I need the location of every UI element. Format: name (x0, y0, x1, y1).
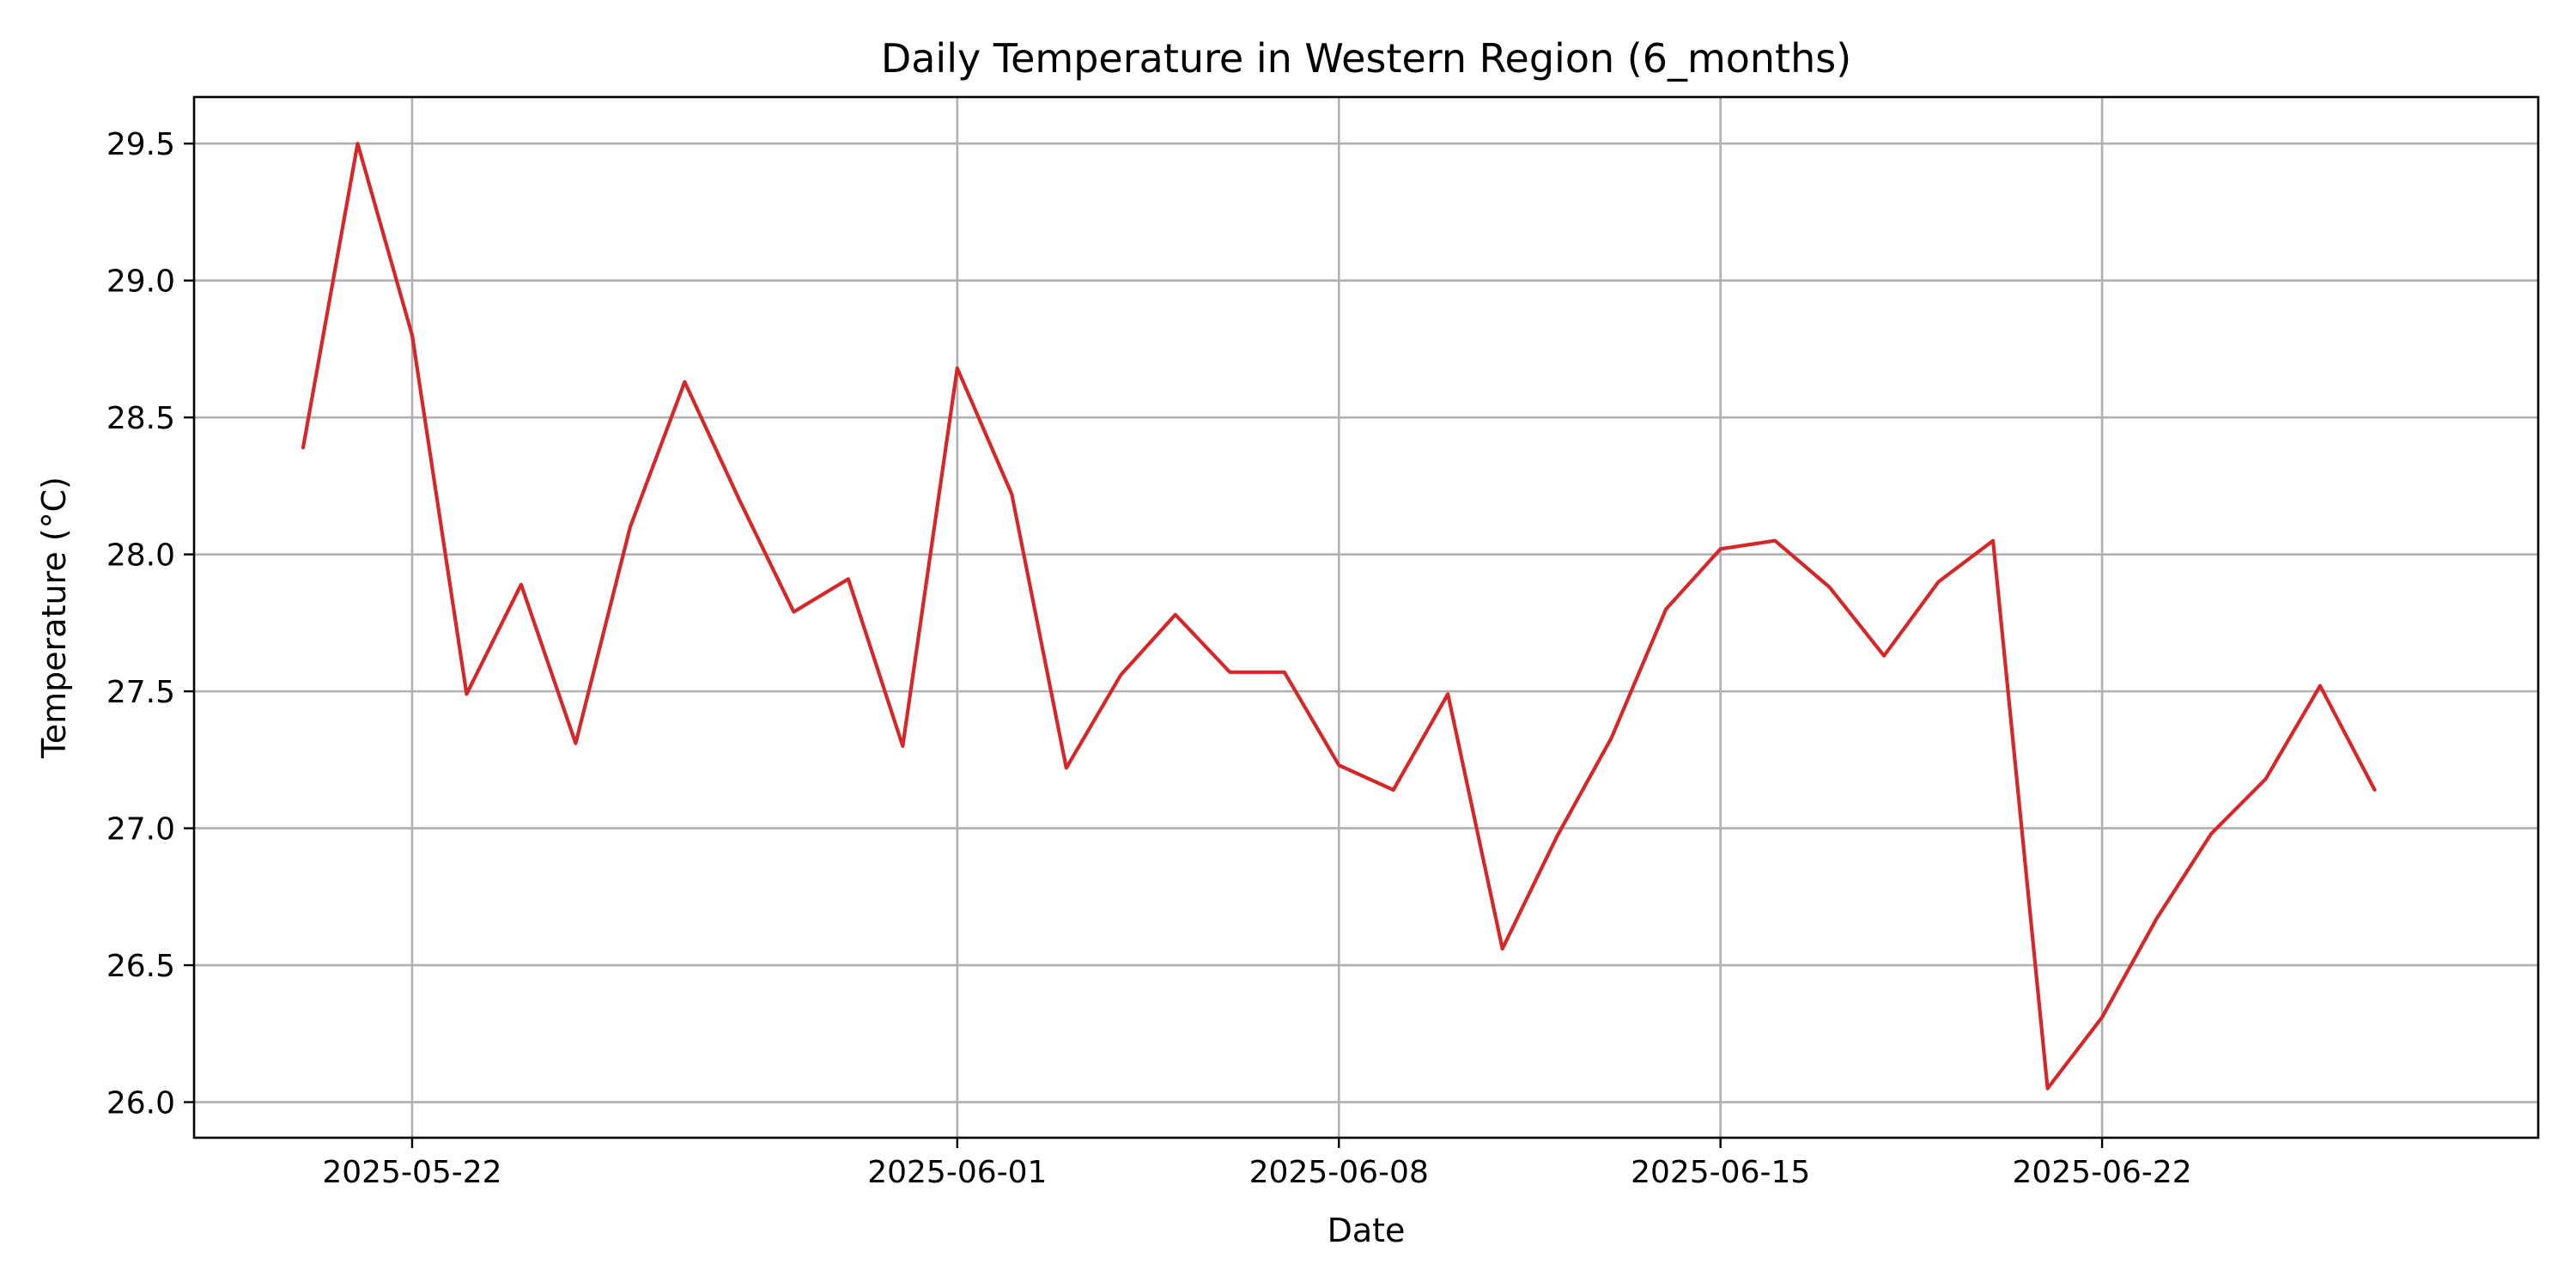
series-layer (301, 141, 2378, 1091)
data-point (573, 741, 578, 746)
y-axis-label: Temperature (°C) (35, 477, 73, 759)
data-point (1772, 538, 1777, 544)
x-tick-label: 2025-05-22 (322, 1155, 501, 1190)
data-point (1936, 580, 1941, 585)
data-point (1554, 834, 1559, 839)
data-point (1990, 538, 1996, 544)
data-point (1227, 670, 1232, 675)
data-point (846, 576, 851, 581)
y-tick-label: 28.0 (106, 538, 175, 574)
x-tick-label: 2025-06-22 (2012, 1155, 2191, 1190)
y-tick-label: 29.0 (106, 264, 175, 300)
data-point (464, 691, 469, 696)
temperature-series-line (301, 142, 2377, 1091)
data-point (955, 366, 960, 371)
chart-title: Daily Temperature in Western Region (6_m… (881, 35, 1851, 82)
data-point (1391, 787, 1396, 793)
data-point (2154, 916, 2160, 921)
data-point (1118, 672, 1123, 677)
y-tick-label: 27.0 (106, 812, 175, 848)
grid (194, 97, 2538, 1138)
data-point (1173, 612, 1178, 617)
data-point (791, 610, 796, 615)
data-point (1336, 762, 1341, 768)
data-point (1064, 765, 1069, 770)
data-point (301, 445, 306, 450)
x-tick-label: 2025-06-15 (1631, 1155, 1810, 1190)
data-point (1445, 691, 1450, 696)
x-axis-label: Date (1327, 1212, 1406, 1249)
y-tick-label: 26.5 (106, 949, 175, 984)
data-point (410, 332, 415, 337)
data-point (900, 744, 905, 749)
data-point (1500, 946, 1505, 951)
data-point (737, 497, 742, 502)
data-point (1718, 546, 1723, 551)
y-tick-label: 29.5 (106, 127, 175, 162)
data-point (2208, 831, 2214, 836)
x-tick-label: 2025-06-01 (867, 1155, 1047, 1190)
y-tick-label: 27.5 (106, 675, 175, 710)
axis-ticks: 26.0 26.5 27.0 27.5 28.0 28.5 29.0 29.5 2025-05-… (106, 127, 2192, 1190)
data-point (2263, 776, 2269, 781)
data-point (1881, 653, 1886, 659)
plot-frame (192, 95, 2540, 1139)
data-point (2099, 1015, 2105, 1020)
data-point (1663, 606, 1668, 611)
y-tick-label: 26.0 (106, 1086, 175, 1121)
y-tick-label: 28.5 (106, 401, 175, 436)
data-point (1282, 670, 1287, 675)
data-point (2318, 683, 2323, 689)
data-point (2045, 1086, 2050, 1091)
data-point (1609, 735, 1614, 740)
data-point (519, 582, 524, 587)
data-point (1827, 585, 1832, 590)
data-point (682, 380, 687, 385)
data-point (628, 525, 633, 530)
data-point (1009, 491, 1014, 496)
data-point (355, 141, 360, 146)
x-tick-label: 2025-06-08 (1249, 1155, 1429, 1190)
data-point (2372, 787, 2378, 793)
